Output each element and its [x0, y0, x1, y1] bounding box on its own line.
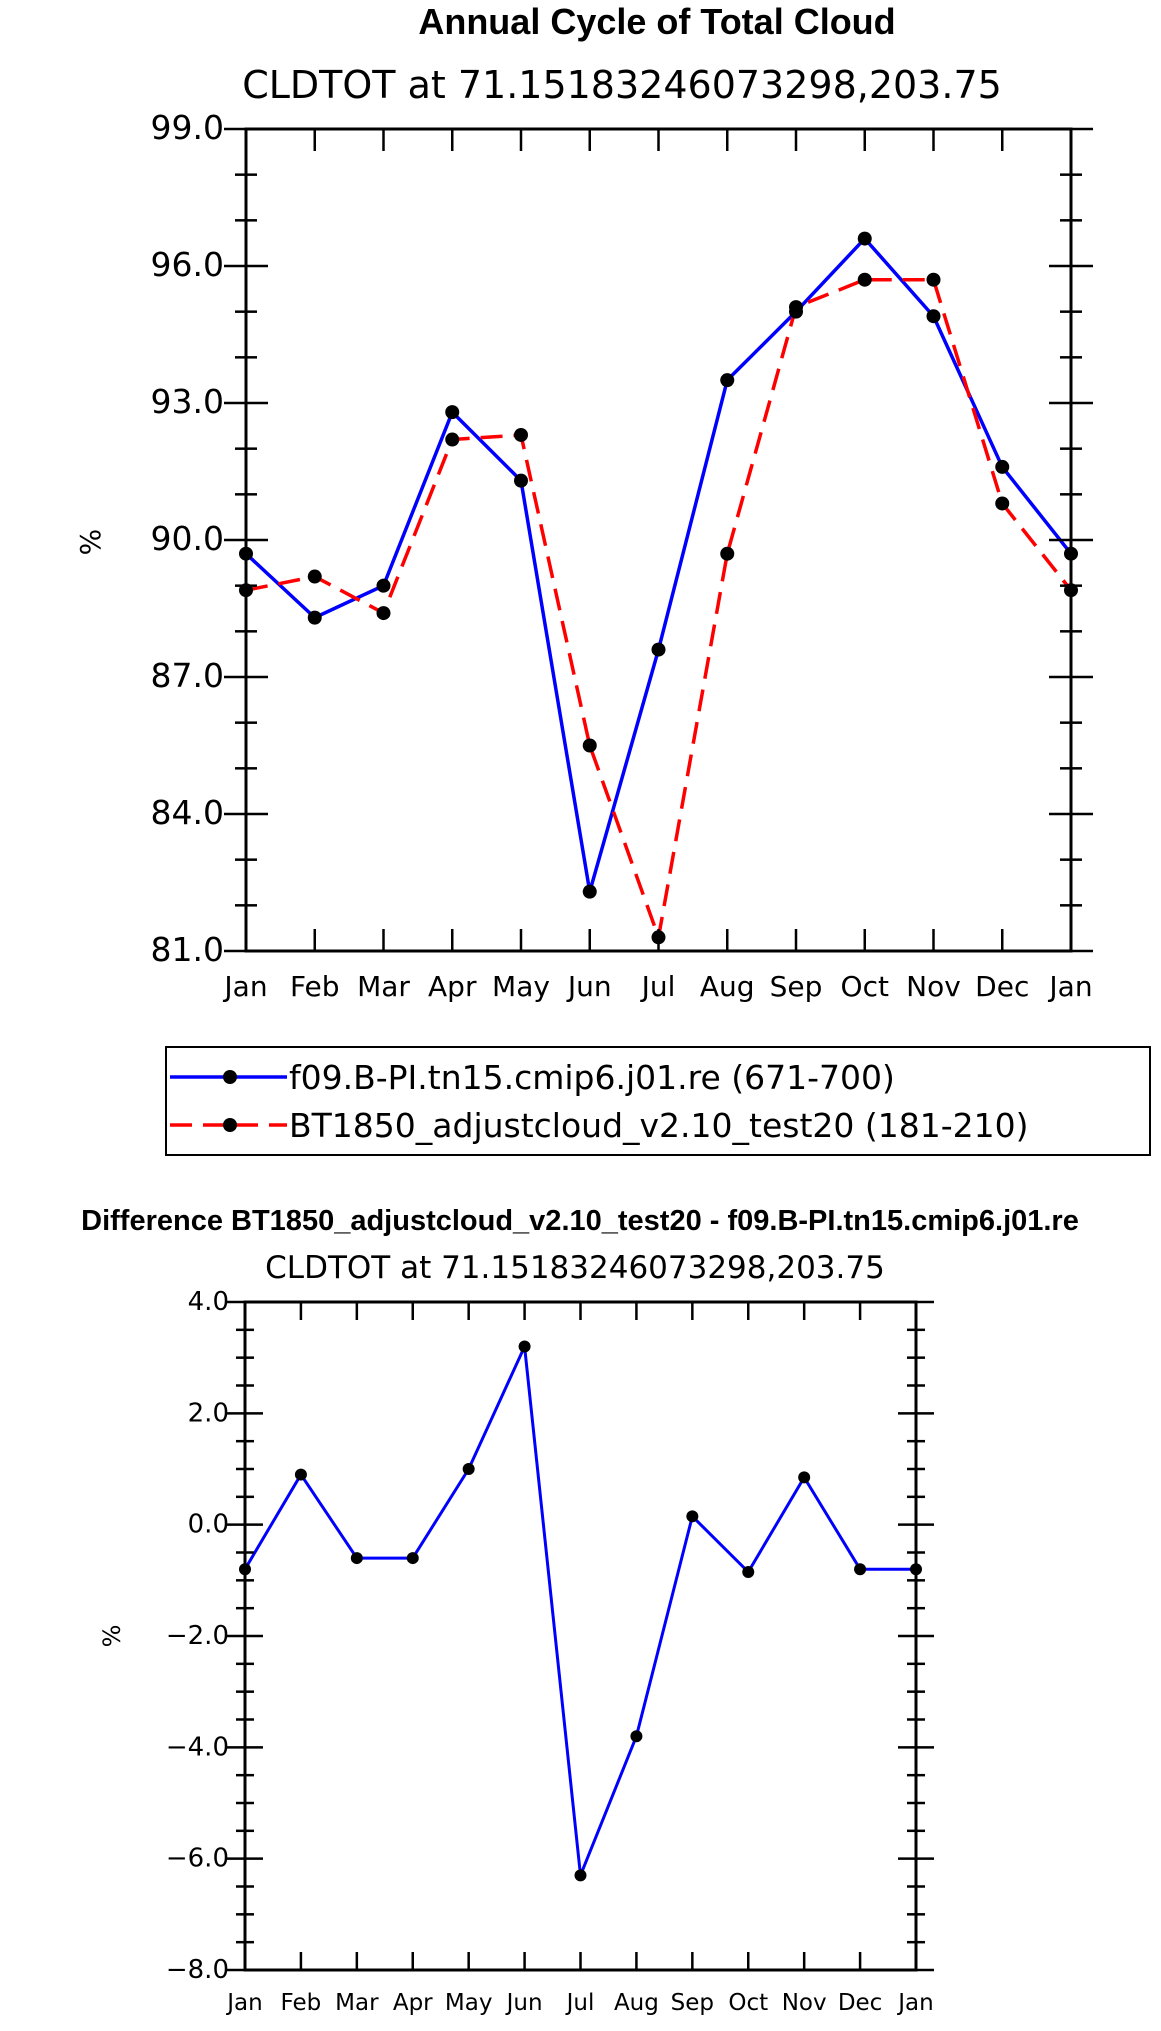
chart1-series1-point: [445, 405, 460, 420]
chart1-y-tick-label: 93.0: [151, 382, 224, 421]
chart1-x-tick-label: Apr: [428, 970, 477, 1003]
chart1-series1-point: [514, 473, 528, 488]
chart2-x-tick-label: Oct: [728, 1990, 768, 2016]
legend-label-1: f09.B-PI.tn15.cmip6.j01.re (671-700): [289, 1058, 895, 1097]
chart2-x-tick-label: Feb: [281, 1990, 322, 2016]
chart1-subtitle: CLDTOT at 71.15183246073298,203.75: [242, 63, 1002, 107]
chart2-x-tick-label: Nov: [782, 1990, 827, 2016]
chart1-series2-point: [995, 496, 1010, 511]
chart1-x-tick-label: Feb: [290, 970, 340, 1003]
chart2-y-tick-label: 0.0: [188, 1510, 229, 1540]
chart1-series2-point: [582, 738, 597, 753]
chart1-series2-point: [376, 606, 391, 621]
chart1-x-tick-label: Oct: [841, 970, 889, 1003]
chart1-y-tick-label: 87.0: [151, 656, 224, 695]
chart1-ylabel: %: [74, 529, 107, 556]
chart1-x-tick-label: Mar: [357, 970, 410, 1003]
chart2-y-tick-label: −2.0: [166, 1621, 229, 1651]
legend-label-2: BT1850_adjustcloud_v2.10_test20 (181-210…: [289, 1106, 1029, 1145]
chart1-x-tick-label: Aug: [700, 970, 755, 1003]
chart2-plot-frame: [243, 1300, 918, 1972]
chart1-y-tick-label: 99.0: [151, 108, 224, 147]
chart2-x-tick-label: Aug: [614, 1990, 659, 2016]
chart1-series1-point: [926, 309, 941, 324]
chart1-x-tick-label: Jan: [222, 970, 267, 1003]
chart1-x-tick-label: Nov: [906, 970, 961, 1003]
chart1-x-tick-label: May: [492, 970, 550, 1003]
chart2-series1-point: [350, 1552, 363, 1565]
chart1-x-tick-label: Jul: [640, 970, 676, 1003]
legend-box: [165, 1046, 1151, 1156]
chart2-series1-point: [518, 1340, 531, 1353]
legend-item-2: BT1850_adjustcloud_v2.10_test20 (181-210…: [170, 1106, 1029, 1145]
chart-difference: Difference BT1850_adjustcloud_v2.10_test…: [81, 1205, 1079, 2016]
chart1-series2-point: [926, 272, 941, 287]
chart2-series1-point: [742, 1565, 755, 1578]
chart1-y-tick-label: 84.0: [151, 793, 224, 832]
chart1-series1-point: [720, 373, 735, 388]
chart2-ylabel: %: [98, 1625, 126, 1648]
chart1-series2-point: [514, 427, 528, 442]
chart1-title: Annual Cycle of Total Cloud: [418, 1, 895, 42]
chart2-x-tick-label: Jan: [896, 1990, 933, 2016]
chart2-title: Difference BT1850_adjustcloud_v2.10_test…: [81, 1205, 1079, 1237]
legend-marker-1: [223, 1070, 237, 1084]
chart2-series-line-1: [243, 1345, 916, 1877]
chart1-x-tick-label: Dec: [975, 970, 1029, 1003]
chart2-x-tick-label: Jul: [565, 1990, 595, 2016]
legend-item-1: f09.B-PI.tn15.cmip6.j01.re (671-700): [170, 1058, 895, 1097]
chart1-y-tick-label: 90.0: [151, 519, 224, 558]
chart2-x-tick-label: Mar: [335, 1990, 379, 2016]
chart2-x-tick-label: May: [445, 1990, 493, 2016]
chart1-series-line-2: [245, 277, 1073, 940]
chart1-series1-point: [995, 459, 1010, 474]
chart2-subtitle: CLDTOT at 71.15183246073298,203.75: [265, 1250, 885, 1286]
chart1-x-tick-label: Sep: [770, 970, 823, 1003]
chart2-x-tick-label: Apr: [393, 1990, 433, 2016]
chart2-series1-point: [630, 1730, 643, 1743]
legend-marker-2: [223, 1118, 237, 1132]
chart2-x-tick-label: Jun: [505, 1990, 543, 2016]
chart1-series2-point: [445, 432, 460, 447]
chart2-x-tick-label: Sep: [671, 1990, 714, 2016]
chart1-series1-point: [307, 610, 322, 625]
chart1-legend: f09.B-PI.tn15.cmip6.j01.re (671-700) BT1…: [165, 1046, 1151, 1156]
chart1-series1-point: [651, 642, 666, 657]
chart2-y-tick-label: −6.0: [166, 1844, 229, 1874]
chart2-x-tick-label: Jan: [225, 1990, 262, 2016]
chart1-x-tick-label: Jun: [566, 970, 612, 1003]
chart1-series-line-1: [244, 236, 1073, 894]
chart1-plot-frame: [244, 127, 1073, 953]
chart1-x-tick-label: Jan: [1047, 970, 1092, 1003]
chart2-series1-point: [462, 1463, 475, 1475]
chart2-y-tick-label: −4.0: [166, 1732, 229, 1762]
chart2-y-tick-label: −8.0: [166, 1955, 229, 1985]
chart1-series2-point: [789, 300, 803, 315]
chart-annual-cycle: Annual Cycle of Total Cloud CLDTOT at 71…: [74, 1, 1093, 1003]
chart1-y-tick-label: 96.0: [151, 245, 224, 284]
chart1-series1-point: [582, 884, 597, 899]
chart2-series1-point: [854, 1563, 867, 1576]
chart1-series2-point: [857, 272, 872, 287]
chart2-series1-point: [406, 1552, 419, 1565]
chart2-series1-point: [574, 1869, 587, 1882]
chart2-series1-point: [798, 1471, 811, 1484]
chart2-series1-point: [686, 1510, 699, 1523]
chart1-series2-point: [720, 546, 735, 561]
chart2-series1-point: [294, 1468, 307, 1481]
chart1-series1-point: [857, 231, 872, 246]
chart2-y-tick-label: 2.0: [188, 1398, 229, 1428]
chart1-series1-point: [376, 578, 391, 593]
chart2-y-tick-label: 4.0: [188, 1287, 229, 1317]
chart1-series2-point: [307, 569, 322, 584]
chart1-y-tick-label: 81.0: [151, 930, 224, 969]
chart2-x-tick-label: Dec: [838, 1990, 883, 2016]
